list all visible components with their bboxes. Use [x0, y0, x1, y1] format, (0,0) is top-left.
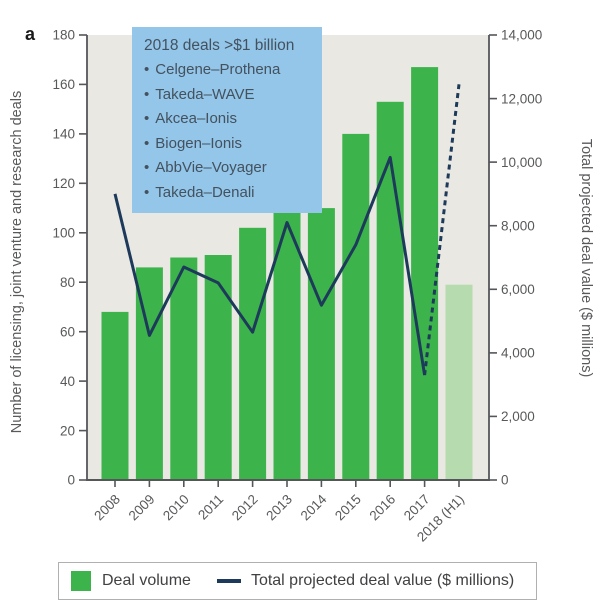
info-box-title: 2018 deals >$1 billion	[144, 37, 295, 54]
legend-label-deal-volume: Deal volume	[102, 572, 191, 589]
x-axis-tick-label: 2014	[298, 491, 330, 523]
x-axis-tick-label: 2009	[126, 492, 158, 524]
right-axis-tick-label: 12,000	[501, 91, 542, 106]
info-box-list: Celgene–ProthenaTakeda–WAVEAkcea–IonisBi…	[144, 58, 314, 205]
legend-label-deal-value: Total projected deal value ($ millions)	[250, 572, 515, 589]
x-axis-tick-label: 2010	[160, 492, 192, 524]
bar-2008	[101, 311, 129, 480]
right-axis-tick-label: 14,000	[501, 28, 542, 43]
left-axis-title: Number of licensing, joint venture and r…	[9, 90, 25, 434]
info-box-item: Biogen–Ionis	[144, 132, 314, 157]
x-axis-tick-label: 2012	[229, 492, 261, 524]
bar-2010	[170, 257, 198, 480]
left-axis-tick-label: 60	[60, 324, 75, 339]
right-axis-tick-label: 0	[501, 473, 509, 488]
deals-bar-line-chart: 0 20 40 60 80 100 120 140 160 180 0 2,000 4,000 6,000…	[52, 28, 542, 545]
info-box-item: Takeda–WAVE	[144, 83, 314, 108]
chart-legend: Deal volume Total projected deal value (…	[58, 562, 537, 600]
info-box-item: AbbVie–Voyager	[144, 156, 314, 181]
deal-volume-swatch-icon	[71, 571, 91, 591]
bar-2017	[411, 67, 439, 480]
deal-value-line-icon	[216, 579, 241, 583]
info-box-item: Takeda–Denali	[144, 181, 314, 206]
left-axis-tick-label: 100	[52, 226, 75, 241]
info-box-item: Celgene–Prothena	[144, 58, 314, 83]
left-axis-tick-label: 80	[60, 275, 75, 290]
x-axis-tick-label: 2015	[332, 492, 364, 524]
x-axis-tick-label: 2011	[195, 492, 226, 523]
bar-2012	[239, 227, 267, 480]
left-axis-tick-label: 0	[67, 473, 75, 488]
right-axis-tick-label: 8,000	[501, 218, 535, 233]
left-axis-tick-label: 140	[52, 127, 75, 142]
right-axis-title: Total projected deal value ($ millions)	[578, 138, 594, 378]
right-axis-tick-label: 10,000	[501, 155, 542, 170]
left-axis-tick-label: 120	[52, 176, 75, 191]
bar-2014	[307, 208, 335, 480]
x-axis-tick-label: 2017	[401, 492, 433, 524]
x-axis-tick-label: 2013	[263, 492, 295, 524]
right-axis-tick-label: 6,000	[501, 282, 535, 297]
bar-2015	[342, 133, 370, 480]
left-axis-tick-label: 20	[60, 423, 75, 438]
x-axis-tick-label: 2016	[366, 492, 398, 524]
bar-2011	[204, 255, 232, 480]
deal-value-line-dashed-projection	[423, 84, 461, 376]
left-axis-tick-label: 160	[52, 77, 75, 92]
deal-value-line	[113, 155, 427, 376]
info-box-item: Akcea–Ionis	[144, 107, 314, 132]
left-axis-tick-label: 40	[60, 374, 75, 389]
x-axis-tick-label: 2008	[91, 492, 123, 524]
bar-2018 (H1)	[445, 284, 473, 480]
left-axis-tick-label: 180	[52, 28, 75, 43]
info-box-2018-deals: 2018 deals >$1 billion Celgene–ProthenaT…	[132, 27, 322, 213]
right-axis-tick-label: 4,000	[501, 346, 535, 361]
panel-label: a	[25, 24, 36, 44]
right-axis-tick-label: 2,000	[501, 409, 535, 424]
